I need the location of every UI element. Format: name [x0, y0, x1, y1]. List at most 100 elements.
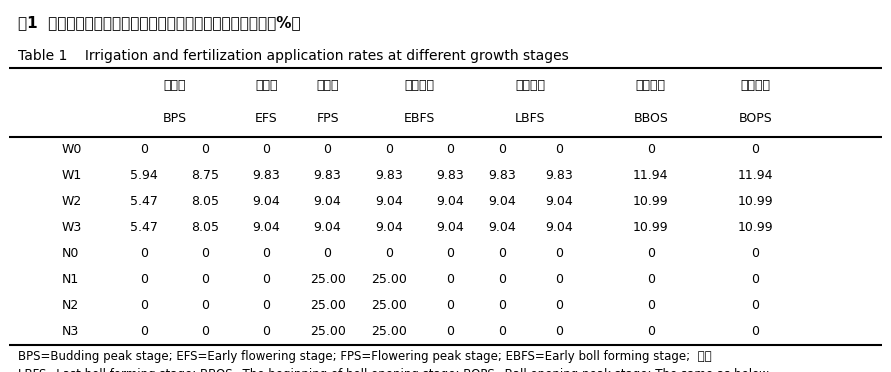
Text: 10.99: 10.99	[633, 195, 668, 208]
Text: N2: N2	[61, 299, 78, 312]
Text: W2: W2	[61, 195, 82, 208]
Text: 0: 0	[751, 247, 759, 260]
Text: 9.04: 9.04	[314, 221, 341, 234]
Text: 9.83: 9.83	[375, 169, 403, 182]
Text: 8.75: 8.75	[192, 169, 219, 182]
Text: EFS: EFS	[255, 112, 278, 125]
Text: 25.00: 25.00	[371, 325, 406, 338]
Text: BOPS: BOPS	[739, 112, 772, 125]
Text: 25.00: 25.00	[310, 325, 346, 338]
Text: 0: 0	[555, 273, 563, 286]
Text: 10.99: 10.99	[633, 221, 668, 234]
Text: 0: 0	[263, 273, 271, 286]
Text: 0: 0	[498, 325, 506, 338]
Text: 0: 0	[263, 143, 271, 156]
Text: 9.83: 9.83	[314, 169, 341, 182]
Text: 0: 0	[555, 299, 563, 312]
Text: 9.04: 9.04	[436, 195, 463, 208]
Text: N0: N0	[61, 247, 78, 260]
Text: 25.00: 25.00	[310, 299, 346, 312]
Text: 吐絮盛期: 吐絮盛期	[740, 79, 771, 92]
Text: 0: 0	[647, 273, 655, 286]
Text: 11.94: 11.94	[738, 169, 773, 182]
Text: 盛铃末期: 盛铃末期	[515, 79, 545, 92]
Text: 0: 0	[751, 299, 759, 312]
Text: 0: 0	[140, 273, 148, 286]
Text: 0: 0	[751, 325, 759, 338]
Text: 0: 0	[647, 143, 655, 156]
Text: 盛蕾期: 盛蕾期	[164, 79, 186, 92]
Text: BPS=Budding peak stage; EFS=Early flowering stage; FPS=Flowering peak stage; EBF: BPS=Budding peak stage; EFS=Early flower…	[18, 350, 711, 363]
Text: 0: 0	[201, 143, 209, 156]
Text: N3: N3	[61, 325, 78, 338]
Text: 11.94: 11.94	[633, 169, 668, 182]
Text: 盛花期: 盛花期	[316, 79, 339, 92]
Text: 0: 0	[498, 247, 506, 260]
Text: 0: 0	[263, 325, 271, 338]
Text: 0: 0	[446, 299, 454, 312]
Text: 8.05: 8.05	[192, 195, 219, 208]
Text: 0: 0	[446, 325, 454, 338]
Text: 25.00: 25.00	[310, 273, 346, 286]
Text: 0: 0	[647, 299, 655, 312]
Text: 0: 0	[140, 299, 148, 312]
Text: 0: 0	[201, 325, 209, 338]
Text: 0: 0	[647, 247, 655, 260]
Text: 9.04: 9.04	[545, 221, 573, 234]
Text: 9.83: 9.83	[436, 169, 463, 182]
Text: 0: 0	[323, 247, 331, 260]
Text: W3: W3	[61, 221, 82, 234]
Text: 0: 0	[555, 325, 563, 338]
Text: 0: 0	[263, 299, 271, 312]
Text: Table 1    Irrigation and fertilization application rates at different growth st: Table 1 Irrigation and fertilization app…	[18, 49, 568, 63]
Text: 9.83: 9.83	[488, 169, 516, 182]
Text: LBFS: LBFS	[515, 112, 545, 125]
Text: 0: 0	[201, 247, 209, 260]
Text: 9.04: 9.04	[488, 221, 516, 234]
Text: 0: 0	[201, 299, 209, 312]
Text: 9.04: 9.04	[375, 195, 403, 208]
Text: 0: 0	[140, 325, 148, 338]
Text: 0: 0	[555, 143, 563, 156]
Text: BPS: BPS	[163, 112, 187, 125]
Text: 0: 0	[201, 273, 209, 286]
Text: W0: W0	[61, 143, 82, 156]
Text: 25.00: 25.00	[371, 299, 406, 312]
Text: BBOS: BBOS	[634, 112, 668, 125]
Text: 9.04: 9.04	[488, 195, 516, 208]
Text: 0: 0	[647, 325, 655, 338]
Text: 0: 0	[446, 247, 454, 260]
Text: 0: 0	[140, 143, 148, 156]
Text: 9.04: 9.04	[253, 195, 281, 208]
Text: 10.99: 10.99	[738, 195, 773, 208]
Text: 0: 0	[323, 143, 331, 156]
Text: 5.47: 5.47	[130, 221, 159, 234]
Text: 9.83: 9.83	[545, 169, 573, 182]
Text: 9.83: 9.83	[253, 169, 281, 182]
Text: 8.05: 8.05	[192, 221, 219, 234]
Text: 0: 0	[385, 247, 393, 260]
Text: 9.04: 9.04	[436, 221, 463, 234]
Text: FPS: FPS	[316, 112, 339, 125]
Text: 0: 0	[751, 273, 759, 286]
Text: 0: 0	[498, 143, 506, 156]
Text: 25.00: 25.00	[371, 273, 406, 286]
Text: 10.99: 10.99	[738, 221, 773, 234]
Text: N1: N1	[61, 273, 78, 286]
Text: 盛铃始期: 盛铃始期	[405, 79, 434, 92]
Text: 9.04: 9.04	[253, 221, 281, 234]
Text: 0: 0	[140, 247, 148, 260]
Text: 0: 0	[498, 273, 506, 286]
Text: 9.04: 9.04	[314, 195, 341, 208]
Text: 表1  不同生育期滴水量和施肥量占总滴水量和施肥量的比例（%）: 表1 不同生育期滴水量和施肥量占总滴水量和施肥量的比例（%）	[18, 15, 300, 30]
Text: 0: 0	[385, 143, 393, 156]
Text: 5.47: 5.47	[130, 195, 159, 208]
Text: LBFS=Last boll forming stage; BBOS=The beginning of boll opening stage; BOPS=Bal: LBFS=Last boll forming stage; BBOS=The b…	[18, 368, 769, 372]
Text: EBFS: EBFS	[404, 112, 435, 125]
Text: 0: 0	[446, 273, 454, 286]
Text: 0: 0	[751, 143, 759, 156]
Text: 9.04: 9.04	[375, 221, 403, 234]
Text: 9.04: 9.04	[545, 195, 573, 208]
Text: W1: W1	[61, 169, 82, 182]
Text: 0: 0	[498, 299, 506, 312]
